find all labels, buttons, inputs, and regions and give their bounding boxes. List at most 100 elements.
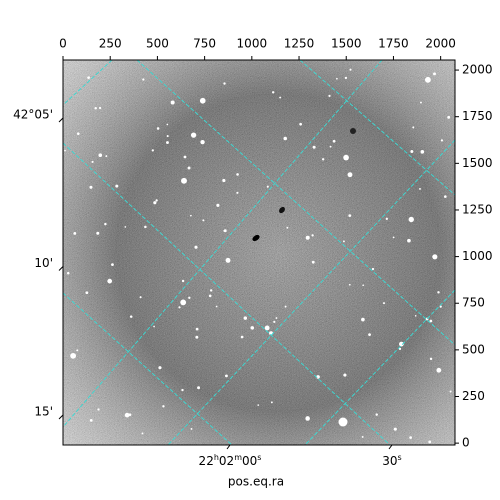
star [139, 296, 142, 299]
star [195, 327, 199, 331]
star [361, 435, 364, 438]
star [311, 260, 315, 264]
dark-spot [279, 206, 285, 214]
star [70, 352, 77, 359]
star [166, 135, 169, 138]
star [349, 68, 352, 71]
star [166, 123, 169, 126]
star [180, 299, 187, 306]
star [264, 325, 270, 331]
star [273, 320, 276, 323]
star [107, 278, 113, 284]
star [266, 185, 269, 188]
star [162, 405, 165, 408]
star [223, 229, 227, 233]
dec-tick-label: 10' [34, 256, 53, 270]
star [170, 100, 175, 105]
x-tick-label: 1500 [331, 37, 362, 51]
star [321, 158, 325, 161]
star [348, 283, 351, 286]
grid-line [167, 139, 455, 445]
star [64, 149, 66, 152]
star [414, 315, 417, 317]
star [202, 219, 205, 222]
star [66, 271, 70, 275]
star [419, 187, 421, 190]
star [449, 390, 452, 393]
star [342, 240, 345, 243]
star [420, 101, 422, 104]
star [343, 154, 349, 161]
image [63, 60, 455, 445]
star [76, 349, 79, 352]
star [284, 305, 287, 308]
star [299, 122, 302, 126]
star [181, 388, 184, 392]
star [428, 440, 432, 444]
star [197, 386, 201, 390]
star [115, 184, 119, 188]
star [98, 106, 102, 110]
x-tick-label: 1000 [237, 37, 268, 51]
star [124, 226, 127, 228]
star [104, 222, 107, 226]
x-tick-label: 0 [59, 37, 67, 51]
star [305, 416, 310, 421]
star [94, 107, 97, 110]
y-tick-label: 250 [462, 389, 485, 403]
star [155, 199, 158, 202]
star [236, 191, 239, 194]
star [432, 254, 438, 260]
star [270, 401, 273, 404]
star [105, 155, 108, 158]
x-tick-label: 1750 [378, 37, 409, 51]
star [398, 347, 402, 350]
x-tick-label: 2000 [425, 37, 456, 51]
x-axis-label: pos.eq.ra [228, 475, 284, 489]
star [447, 115, 451, 119]
stars [64, 68, 452, 444]
x-tick-label: 250 [99, 37, 122, 51]
star [181, 279, 185, 283]
star [343, 373, 347, 377]
y-tick-label: 500 [462, 342, 485, 356]
star [183, 155, 187, 159]
star [187, 166, 191, 170]
star [240, 335, 244, 339]
star [385, 217, 388, 220]
star [407, 238, 411, 243]
star [283, 136, 288, 141]
x-tick-label: 1250 [284, 37, 315, 51]
star [362, 284, 365, 287]
star [178, 306, 181, 309]
star [412, 126, 415, 129]
star [190, 427, 193, 430]
star [142, 78, 145, 81]
star [96, 231, 100, 235]
star [156, 127, 160, 130]
x-tick-label: 500 [146, 37, 169, 51]
star [124, 412, 130, 418]
star [144, 225, 147, 229]
star [275, 317, 278, 319]
y-tick-label: 1250 [462, 202, 493, 216]
y-tick-label: 0 [462, 436, 470, 450]
ra-tick [388, 444, 393, 450]
star [129, 315, 133, 318]
star [371, 267, 375, 271]
star [158, 366, 162, 370]
star [332, 139, 336, 143]
star [141, 432, 144, 435]
dec-tick [58, 117, 64, 123]
star [153, 325, 155, 328]
dec-tick [58, 414, 64, 420]
star [190, 214, 192, 217]
star [338, 417, 348, 427]
star [87, 76, 90, 80]
star [151, 149, 154, 152]
y-tick-label: 1000 [462, 249, 493, 263]
star [344, 76, 348, 80]
star [73, 231, 77, 235]
dec-tick-label: 42°05' [13, 108, 53, 122]
star [436, 367, 442, 373]
